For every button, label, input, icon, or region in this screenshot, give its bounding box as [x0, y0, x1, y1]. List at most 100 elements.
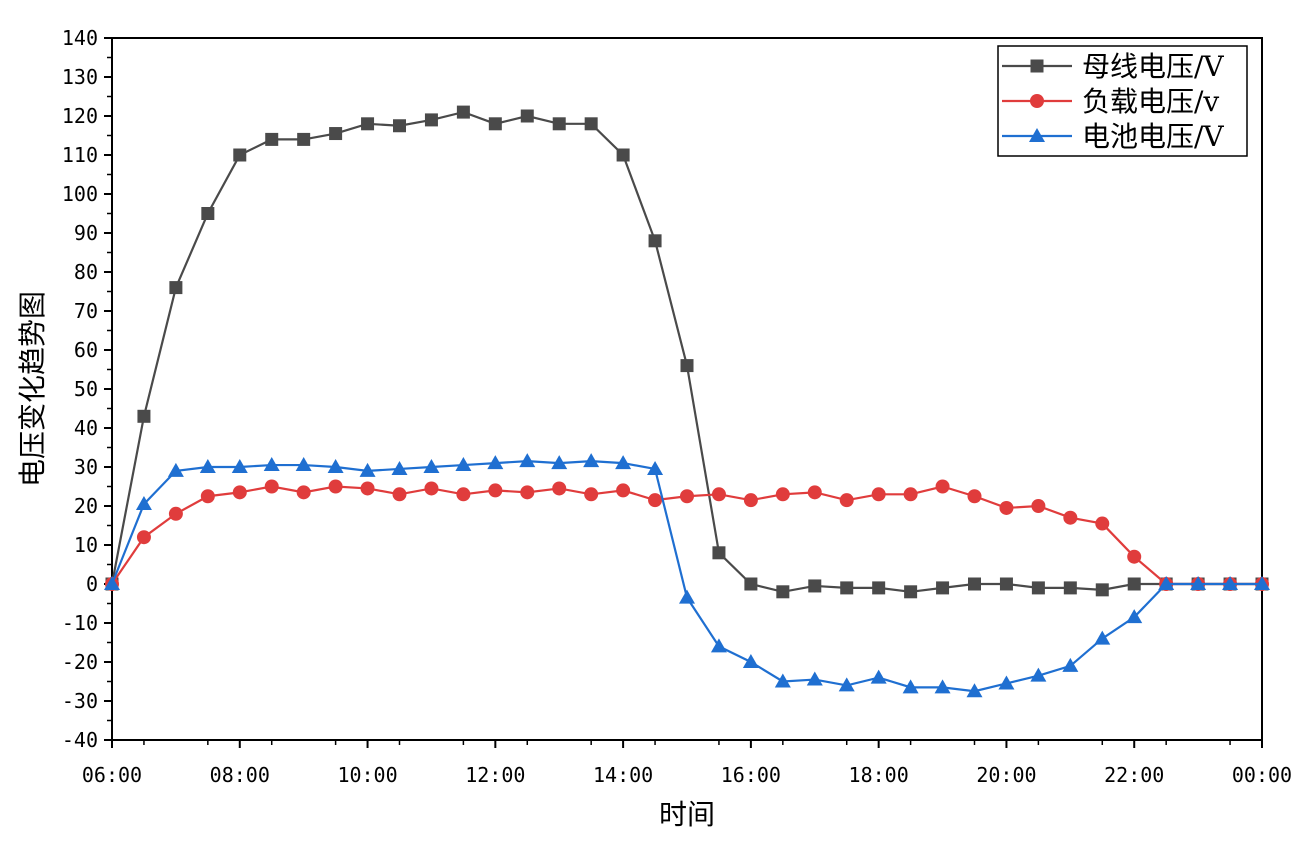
y-tick-label: 30: [74, 455, 98, 479]
data-point: [232, 485, 247, 500]
data-point: [680, 359, 694, 373]
y-tick-label: 100: [62, 182, 98, 206]
data-point: [359, 462, 376, 477]
data-point: [808, 579, 822, 593]
x-axis-title: 时间: [659, 798, 715, 831]
data-point: [998, 675, 1015, 690]
series-3: [104, 453, 1270, 698]
y-tick-label: 90: [74, 221, 98, 245]
data-point: [169, 281, 183, 295]
data-point: [710, 638, 727, 653]
data-point: [1062, 657, 1079, 672]
y-tick-label: -30: [62, 689, 98, 713]
y-axis-title: 电压变化趋势图: [16, 291, 49, 487]
data-point: [263, 457, 280, 472]
data-point: [423, 459, 440, 473]
data-point: [104, 576, 120, 590]
data-point: [647, 460, 664, 475]
data-point: [1095, 516, 1110, 531]
data-point: [392, 487, 407, 502]
data-point: [774, 673, 791, 688]
data-point: [616, 483, 631, 498]
data-point: [424, 481, 439, 496]
data-point: [328, 479, 343, 494]
data-point: [743, 493, 758, 508]
x-tick-label: 06:00: [82, 763, 142, 787]
data-point: [168, 506, 183, 521]
legend-label: 电池电压/V: [1082, 120, 1224, 153]
y-tick-label: 130: [62, 65, 98, 89]
data-point: [903, 487, 918, 502]
legend-item: 电池电压/V: [1002, 120, 1224, 153]
series-line: [110, 110, 1262, 593]
y-tick-label: -10: [62, 611, 98, 635]
data-point: [742, 654, 759, 668]
data-point: [583, 453, 600, 468]
data-point: [839, 493, 854, 508]
legend-label: 母线电压/V: [1082, 50, 1224, 83]
y-tick-label: -20: [62, 650, 98, 674]
y-tick-label: 110: [62, 143, 98, 167]
legend-label: 负载电压/v: [1082, 85, 1219, 118]
data-point: [1127, 577, 1141, 591]
data-point: [329, 127, 343, 141]
data-point: [456, 105, 470, 119]
data-point: [1158, 576, 1175, 590]
series-layer: [104, 105, 1270, 698]
y-tick-label: -40: [62, 728, 98, 752]
y-tick-label: 40: [74, 416, 98, 440]
data-point: [1190, 576, 1207, 590]
data-point: [744, 577, 758, 591]
x-tick-label: 10:00: [337, 763, 397, 787]
data-point: [265, 132, 279, 146]
data-point: [424, 113, 438, 127]
data-point: [199, 459, 216, 473]
data-point: [231, 459, 248, 473]
data-point: [680, 489, 694, 504]
data-point: [520, 485, 535, 500]
data-point: [264, 479, 279, 494]
data-point: [519, 453, 536, 468]
data-point: [1030, 667, 1047, 682]
x-tick-label: 18:00: [849, 763, 909, 787]
data-point: [840, 581, 854, 595]
data-point: [871, 487, 886, 502]
data-point: [360, 481, 375, 496]
data-point: [711, 487, 726, 502]
data-point: [1127, 549, 1142, 564]
data-point: [488, 117, 502, 131]
data-point: [776, 585, 790, 599]
legend-marker: [1030, 94, 1044, 108]
data-point: [775, 487, 790, 502]
y-tick-label: 80: [74, 260, 98, 284]
data-point: [1063, 581, 1077, 595]
data-point: [488, 483, 503, 498]
data-point: [1222, 576, 1239, 590]
x-tick-label: 16:00: [721, 763, 781, 787]
data-point: [807, 485, 822, 500]
data-point: [455, 457, 472, 472]
legend-item: 母线电压/V: [1002, 50, 1224, 83]
y-tick-label: 70: [74, 299, 98, 323]
y-tick-label: 140: [62, 26, 98, 50]
x-axis: 06:00 08:00 10:00 12:00 14:00 16:00 18:00 20:00…: [82, 740, 1292, 787]
series-2: [105, 479, 1269, 591]
data-point: [1063, 510, 1078, 525]
data-point: [361, 117, 375, 131]
y-tick-label: 20: [74, 494, 98, 518]
legend-marker: [1029, 128, 1045, 142]
data-point: [201, 207, 215, 220]
data-point: [936, 581, 950, 595]
data-point: [1031, 581, 1045, 595]
data-point: [135, 496, 152, 511]
data-point: [870, 669, 887, 684]
data-point: [838, 677, 855, 692]
data-point: [552, 481, 567, 496]
data-point: [233, 148, 247, 162]
legend-item: 负载电压/v: [1002, 85, 1219, 118]
data-point: [648, 493, 663, 508]
data-point: [806, 671, 823, 686]
